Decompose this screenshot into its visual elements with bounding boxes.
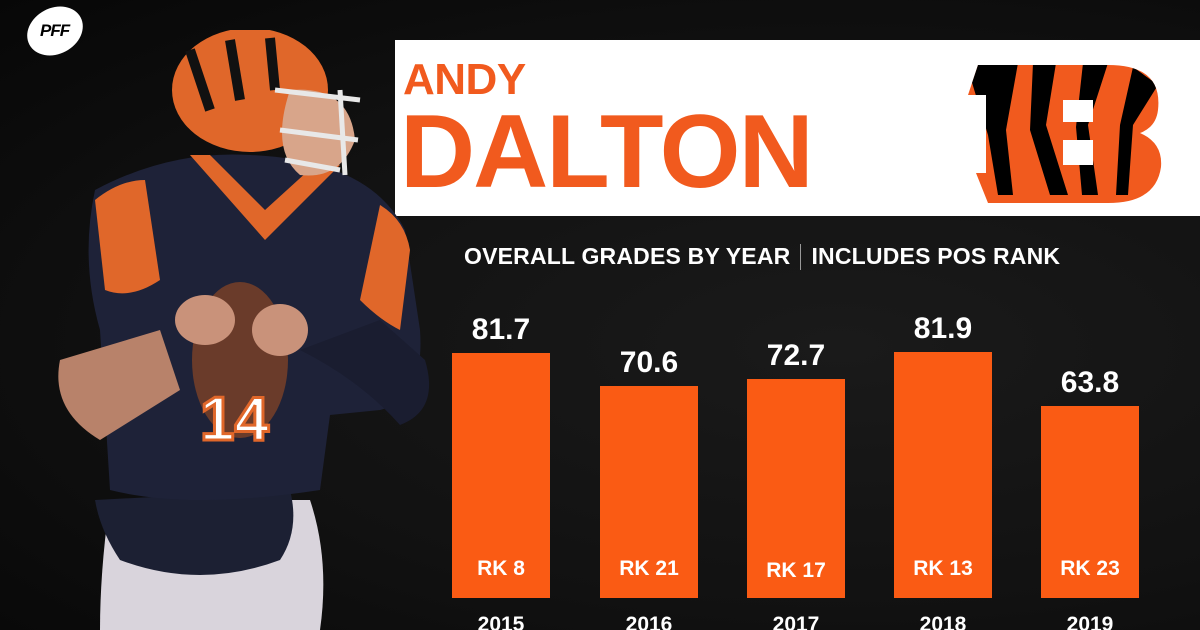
bar-rank: RK 8 — [477, 557, 525, 580]
bar-value: 63.8 — [1060, 366, 1120, 399]
chart-subtitle: OVERALL GRADES BY YEAR INCLUDES POS RANK — [464, 243, 1060, 270]
player-photo: 14 — [58, 30, 430, 630]
bar-2018 — [894, 352, 992, 598]
bar-rank: RK 21 — [619, 557, 679, 580]
bar-value: 70.6 — [619, 346, 679, 379]
bengals-logo-icon — [968, 65, 1162, 203]
bar-year-label: 2019 — [1066, 613, 1114, 630]
subtitle-left: OVERALL GRADES BY YEAR — [464, 243, 791, 269]
bar-year-label: 2016 — [625, 613, 673, 630]
bar-rank: RK 13 — [913, 557, 973, 580]
bar-rank: RK 17 — [766, 559, 826, 582]
bar-year-label: 2018 — [919, 613, 967, 630]
bar-2019 — [1041, 406, 1139, 598]
bar-value: 72.7 — [766, 339, 826, 372]
player-last-name: DALTON — [400, 94, 814, 210]
bar-2016 — [600, 386, 698, 598]
bar-value: 81.9 — [913, 312, 973, 345]
bar-rank: RK 23 — [1060, 557, 1120, 580]
player-first-name: ANDY — [403, 55, 526, 104]
bar-2015 — [452, 353, 550, 598]
svg-text:14: 14 — [200, 385, 269, 454]
bar-year-label: 2017 — [772, 613, 820, 630]
subtitle-divider — [800, 243, 802, 270]
subtitle-right: INCLUDES POS RANK — [811, 243, 1061, 269]
bar-value: 81.7 — [471, 313, 531, 346]
bar-2017 — [747, 379, 845, 598]
bar-year-label: 2015 — [477, 613, 525, 630]
